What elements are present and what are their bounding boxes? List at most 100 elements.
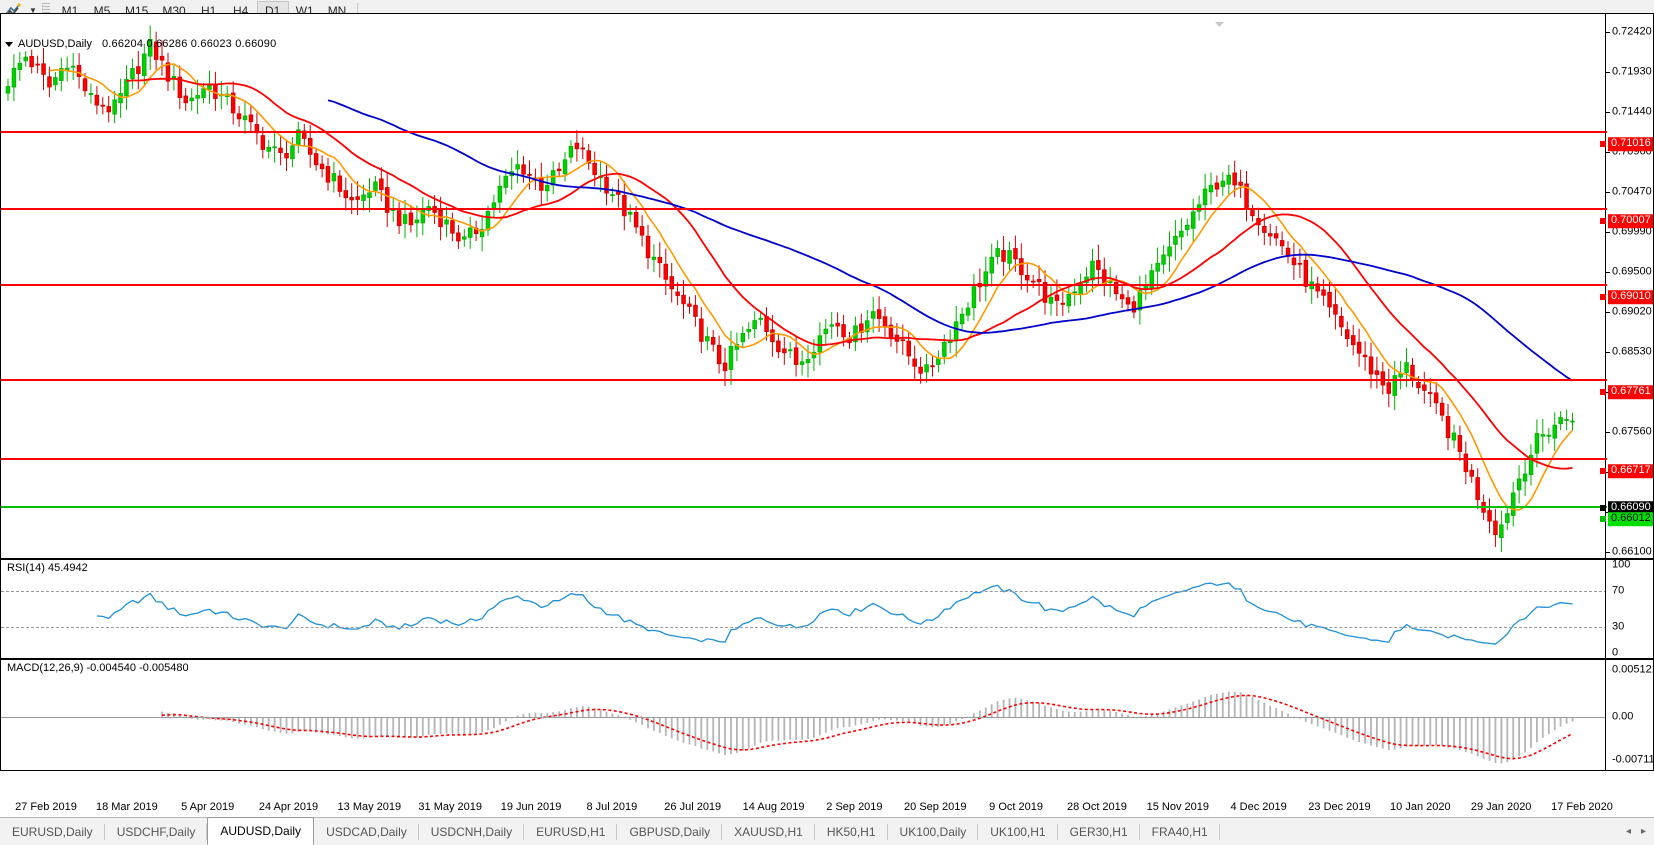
date-axis-label: 4 Dec 2019 [1230,801,1287,813]
rsi-line [96,582,1573,645]
price-axis-tick [1606,152,1610,153]
date-axis-label: 28 Oct 2019 [1066,801,1127,813]
price-axis-tick [1606,232,1610,233]
chart-tab-xauusd-h1[interactable]: XAUUSD,H1 [722,818,815,845]
price-level-badge[interactable]: 0.69010 [1608,290,1653,304]
price-level-arrow-icon [1600,516,1606,522]
price-axis-label: 0.66100 [1612,545,1652,558]
date-axis-label: 20 Sep 2019 [904,801,967,813]
rsi-reference-line [1,626,1607,628]
price-level-arrow-icon [1600,218,1606,224]
macd-axis-label: 0.00 [1612,710,1634,723]
collapse-triangle-icon[interactable] [5,41,13,47]
toolbar-grip[interactable] [42,2,50,19]
price-level-badge[interactable]: 0.70007 [1608,214,1653,228]
price-axis-tick [1606,272,1610,273]
rsi-reference-line [1,591,1607,593]
price-axis[interactable]: 0.72420 0.71930 0.71440 0.70960 0.70470 0.699… [1600,14,1653,558]
horizontal-level-line[interactable] [1,379,1607,381]
price-axis-label: 0.70470 [1612,185,1652,198]
macd-pane[interactable]: MACD(12,26,9) -0.004540 -0.005480 0.0051… [0,659,1654,771]
tab-nav[interactable]: ◂ ▸ [1626,818,1654,845]
horizontal-level-line[interactable] [1,131,1607,133]
price-axis-tick [1606,32,1610,33]
price-level-arrow-icon [1600,294,1606,300]
chart-tab-usdcnh-daily[interactable]: USDCNH,Daily [419,818,525,845]
price-axis-label: 0.71930 [1612,65,1652,78]
chart-tab-ger30-h1[interactable]: GER30,H1 [1058,818,1140,845]
date-axis-label: 24 Apr 2019 [258,801,319,813]
macd-axis: 0.005121 0.00 -0.007111 [1605,660,1653,770]
price-axis-tick [1606,352,1610,353]
date-axis-label: 15 Nov 2019 [1146,801,1209,813]
price-axis-tick [1606,312,1610,313]
chart-tab-audusd-daily[interactable]: AUDUSD,Daily [207,817,315,845]
price-axis-label: 0.69020 [1612,305,1652,318]
date-axis[interactable]: 27 Feb 2019 18 Mar 2019 5 Apr 2019 24 Apr 2… [0,800,1654,816]
date-axis-label: 10 Jan 2020 [1390,801,1451,813]
chart-shift-marker [1215,22,1224,27]
chart-tab-uk100-daily[interactable]: UK100,Daily [888,818,979,845]
chart-tab-gbpusd-daily[interactable]: GBPUSD,Daily [617,818,722,845]
rsi-pane[interactable]: RSI(14) 45.4942 100 70 30 0 [0,559,1654,659]
ohlc-values: 0.66204 0.66286 0.66023 0.66090 [101,38,277,50]
price-level-arrow-icon [1600,389,1606,395]
macd-histogram [161,691,1574,764]
symbol-label: AUDUSD,Daily [18,38,92,50]
rsi-caption: RSI(14) 45.4942 [5,562,90,574]
price-plot[interactable] [1,14,1607,558]
date-axis-label: 18 Mar 2019 [95,801,158,813]
chart-tab-eurusd-h1[interactable]: EURUSD,H1 [524,818,618,845]
tab-next-icon[interactable]: ▸ [1640,826,1646,837]
tab-prev-icon[interactable]: ◂ [1625,826,1631,837]
dropdown-caret-icon[interactable]: ▼ [29,6,37,15]
macd-axis-label: -0.007111 [1612,753,1654,766]
rsi-axis-label: 100 [1612,559,1631,571]
chart-tab-fra40-h1[interactable]: FRA40,H1 [1140,818,1220,845]
price-axis-tick [1606,112,1610,113]
horizontal-level-line[interactable] [1,208,1607,210]
chart-tab-usdchf-daily[interactable]: USDCHF,Daily [105,818,208,845]
chart-tab-usdcad-daily[interactable]: USDCAD,Daily [314,818,419,845]
horizontal-level-line[interactable] [1,284,1607,286]
price-level-arrow-icon [1600,141,1606,147]
date-axis-label: 14 Aug 2019 [742,801,805,813]
horizontal-level-line[interactable] [1,458,1607,460]
price-level-badge[interactable]: 0.67761 [1608,385,1653,399]
price-pane[interactable]: AUDUSD,Daily 0.66204 0.66286 0.66023 0.6… [0,13,1654,559]
price-axis-tick [1606,192,1610,193]
price-axis-label: 0.72420 [1612,25,1652,38]
rsi-axis-label: 0 [1612,646,1619,659]
horizontal-level-line[interactable] [1,506,1607,508]
price-axis-tick [1606,72,1610,73]
price-axis-label: 0.69500 [1612,265,1652,278]
price-axis-label: 0.67560 [1612,425,1652,438]
rsi-axis: 100 70 30 0 [1605,560,1653,658]
price-level-badge[interactable]: 0.66717 [1608,464,1653,478]
price-level-badge[interactable]: 0.66012 [1608,512,1653,526]
rsi-plot [1,560,1607,658]
chart-tab-eurusd-daily[interactable]: EURUSD,Daily [0,818,105,845]
macd-zero-line [1,717,1607,719]
date-axis-label: 29 Jan 2020 [1470,801,1532,813]
macd-plot [1,660,1607,770]
price-axis-label: 0.71440 [1612,105,1652,118]
price-axis-tick [1606,552,1610,553]
date-axis-label: 2 Sep 2019 [826,801,883,813]
date-axis-label: 8 Jul 2019 [586,801,638,813]
price-level-arrow-icon [1600,468,1606,474]
date-axis-label: 23 Dec 2019 [1308,801,1371,813]
chart-tab-uk100-h1[interactable]: UK100,H1 [978,818,1058,845]
price-axis-label: 0.70960 [1612,145,1652,158]
macd-caption: MACD(12,26,9) -0.004540 -0.005480 [5,662,191,674]
chart-tab-hk50-h1[interactable]: HK50,H1 [815,818,888,845]
chart-area[interactable]: AUDUSD,Daily 0.66204 0.66286 0.66023 0.6… [0,13,1654,800]
date-axis-label: 27 Feb 2019 [15,801,77,813]
rsi-axis-label: 30 [1612,620,1625,633]
price-level-badge[interactable]: 0.66090 [1608,501,1653,515]
chart-tabbar[interactable]: EURUSD,Daily USDCHF,Daily AUDUSD,Daily USDC… [0,817,1654,845]
date-axis-label: 17 Feb 2020 [1551,801,1613,813]
date-axis-label: 5 Apr 2019 [181,801,235,813]
rsi-axis-label: 70 [1612,584,1625,597]
price-level-badge[interactable]: 0.71016 [1608,137,1653,151]
